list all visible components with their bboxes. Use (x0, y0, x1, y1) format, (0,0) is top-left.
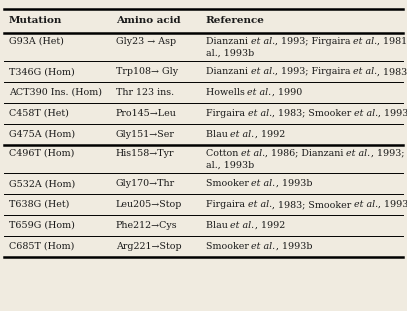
Text: et al.: et al. (354, 109, 378, 118)
Text: Pro145→Leu: Pro145→Leu (116, 109, 177, 118)
Text: , 1986; Dianzani: , 1986; Dianzani (265, 149, 346, 158)
Text: , 1992: , 1992 (254, 221, 285, 230)
Text: , 1993; Smooker et: , 1993; Smooker et (370, 149, 407, 158)
Text: C685T (Hom): C685T (Hom) (9, 242, 74, 251)
Text: Cotton: Cotton (206, 149, 241, 158)
Text: , 1993; Firgaira: , 1993; Firgaira (275, 37, 353, 46)
Text: et al.: et al. (252, 179, 276, 188)
Text: et al.: et al. (241, 149, 265, 158)
Text: et al.: et al. (251, 37, 275, 46)
Text: Blau: Blau (206, 130, 230, 139)
Text: T346G (Hom): T346G (Hom) (9, 67, 75, 76)
Text: et al.: et al. (354, 200, 378, 209)
Text: Reference: Reference (206, 16, 265, 26)
Text: Arg221→Stop: Arg221→Stop (116, 242, 182, 251)
Text: Blau: Blau (206, 221, 230, 230)
Text: Firgaira: Firgaira (206, 200, 247, 209)
Text: , 1993b: , 1993b (276, 179, 312, 188)
Text: G93A (Het): G93A (Het) (9, 37, 64, 46)
Text: Mutation: Mutation (9, 16, 62, 26)
Text: , 1993b: , 1993b (276, 242, 312, 251)
Text: Thr 123 ins.: Thr 123 ins. (116, 88, 174, 97)
Text: Trp108→ Gly: Trp108→ Gly (116, 67, 178, 76)
Text: Dianzani: Dianzani (206, 67, 251, 76)
Text: Firgaira: Firgaira (206, 109, 247, 118)
Text: , 1983; Smooker: , 1983; Smooker (271, 109, 354, 118)
Text: et al.: et al. (247, 109, 271, 118)
Text: , 1993; Firgaira: , 1993; Firgaira (275, 67, 353, 76)
Text: Smooker: Smooker (206, 242, 252, 251)
Text: T638G (Het): T638G (Het) (9, 200, 69, 209)
Text: Gly23 → Asp: Gly23 → Asp (116, 37, 176, 46)
Text: C458T (Het): C458T (Het) (9, 109, 69, 118)
Text: T659G (Hom): T659G (Hom) (9, 221, 75, 230)
Text: et al.: et al. (353, 67, 377, 76)
Text: et al.: et al. (230, 221, 254, 230)
Text: et al.: et al. (346, 149, 370, 158)
Text: al., 1993b: al., 1993b (206, 49, 254, 58)
Text: et al.: et al. (247, 200, 271, 209)
Text: al., 1993b: al., 1993b (206, 161, 254, 170)
Text: et al.: et al. (353, 37, 377, 46)
Text: G532A (Hom): G532A (Hom) (9, 179, 75, 188)
Text: Smooker: Smooker (206, 179, 252, 188)
Text: His158→Tyr: His158→Tyr (116, 149, 175, 158)
Text: , 1990: , 1990 (271, 88, 302, 97)
Text: et al.: et al. (247, 88, 271, 97)
Text: Gly151→Ser: Gly151→Ser (116, 130, 175, 139)
Text: G475A (Hom): G475A (Hom) (9, 130, 75, 139)
Text: ACT390 Ins. (Hom): ACT390 Ins. (Hom) (9, 88, 102, 97)
Text: , 1983; Smooker: , 1983; Smooker (271, 200, 354, 209)
Text: Leu205→Stop: Leu205→Stop (116, 200, 182, 209)
Text: Howells: Howells (206, 88, 247, 97)
Text: et al.: et al. (230, 130, 254, 139)
Text: C496T (Hom): C496T (Hom) (9, 149, 74, 158)
Text: , 1992: , 1992 (254, 130, 285, 139)
Text: et al.: et al. (252, 242, 276, 251)
Text: , 1993b: , 1993b (378, 109, 407, 118)
Text: Gly170→Thr: Gly170→Thr (116, 179, 175, 188)
Text: Dianzani: Dianzani (206, 37, 251, 46)
Text: et al.: et al. (251, 67, 275, 76)
Text: , 1981; Smooker et: , 1981; Smooker et (377, 37, 407, 46)
Text: , 1993b: , 1993b (378, 200, 407, 209)
Text: Amino acid: Amino acid (116, 16, 181, 26)
Text: Phe212→Cys: Phe212→Cys (116, 221, 177, 230)
Text: , 1983: , 1983 (377, 67, 407, 76)
